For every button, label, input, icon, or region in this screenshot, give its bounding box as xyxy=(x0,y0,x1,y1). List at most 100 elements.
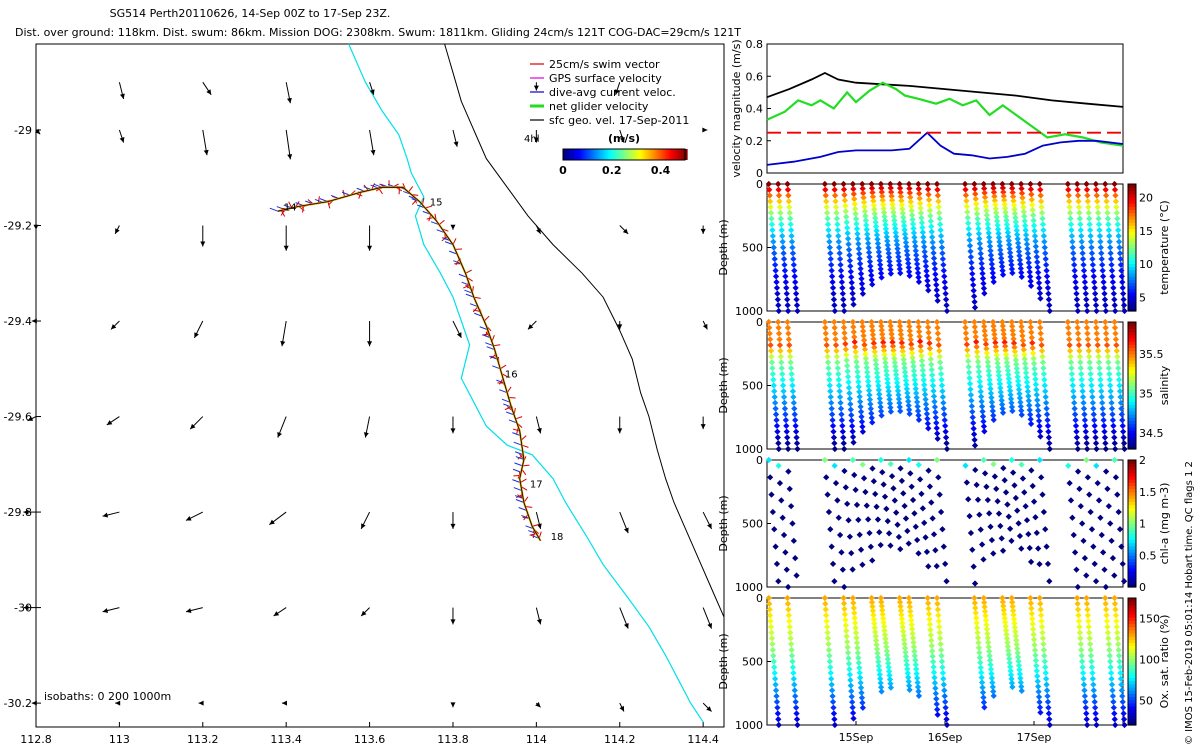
profile-point xyxy=(1111,710,1118,717)
profile-point xyxy=(1043,411,1051,418)
profile-point xyxy=(1111,572,1118,579)
current-arrow xyxy=(369,82,375,95)
profile-point xyxy=(1043,273,1051,280)
profile-point xyxy=(915,185,922,192)
profile-point xyxy=(942,422,949,430)
profile-point xyxy=(897,269,904,277)
profile-point xyxy=(875,382,882,389)
profile-point xyxy=(1091,698,1098,706)
profile-point xyxy=(972,190,979,198)
profile-point xyxy=(865,387,873,394)
profile-point xyxy=(1120,302,1128,309)
profile-point xyxy=(1088,526,1096,533)
profile-colorbar-cell xyxy=(1128,414,1136,418)
profile-point xyxy=(942,698,949,706)
profile-point xyxy=(1001,611,1008,618)
profile-point xyxy=(1106,238,1113,245)
profile-point xyxy=(1115,370,1122,378)
profile-point xyxy=(915,461,922,468)
profile-point xyxy=(839,422,846,430)
profile-colorbar-cell xyxy=(1128,388,1136,393)
profile-point xyxy=(1018,461,1025,468)
profile-point xyxy=(1043,399,1050,406)
profile-point xyxy=(985,639,992,646)
profile-point xyxy=(778,365,785,372)
profile-point xyxy=(1042,669,1049,677)
profile-point xyxy=(1005,647,1012,654)
profile-points xyxy=(765,594,1128,729)
profile-point xyxy=(981,608,989,615)
profile-point xyxy=(857,265,864,272)
profile-point xyxy=(830,434,838,441)
map-ytick-label: -30 xyxy=(14,602,32,615)
profile-point xyxy=(990,461,997,468)
profile-point xyxy=(878,603,885,610)
profile-point xyxy=(1119,693,1126,700)
profile-point xyxy=(1104,629,1112,636)
legend-label: sfc geo. vel. 17-Sep-2011 xyxy=(549,114,689,127)
profile-point xyxy=(1089,675,1096,682)
profile-point xyxy=(1076,347,1083,354)
profile-point xyxy=(1107,664,1114,671)
profile-point xyxy=(1084,307,1091,315)
profile-point xyxy=(999,409,1007,416)
profile-point xyxy=(926,621,934,628)
profile-point xyxy=(1007,525,1014,532)
profile-point xyxy=(905,678,912,685)
current-arrow xyxy=(533,129,539,143)
profile-point xyxy=(790,675,797,682)
profile-point xyxy=(1095,221,1103,228)
profile-colorbar-cell xyxy=(1128,626,1136,631)
profile-point xyxy=(1031,232,1039,240)
profile-point xyxy=(997,389,1004,396)
profile-point xyxy=(885,660,892,667)
profile-colorbar-cell xyxy=(1128,577,1136,582)
profile-point xyxy=(1096,227,1103,234)
profile-point xyxy=(1085,623,1092,630)
profile-point xyxy=(859,704,866,711)
current-vector xyxy=(515,499,525,503)
profile-point xyxy=(1078,370,1085,378)
profile-point xyxy=(775,302,782,309)
profile-point xyxy=(877,399,884,406)
profile-point xyxy=(969,408,976,415)
profile-point xyxy=(925,605,932,612)
profile-point xyxy=(780,382,787,389)
map-colorbar-cell xyxy=(638,149,641,160)
profile-point xyxy=(1023,241,1031,248)
profile-point xyxy=(917,343,924,350)
profile-point xyxy=(1120,704,1127,711)
profile-point xyxy=(1092,296,1099,303)
profile-point xyxy=(849,318,856,326)
profile-point xyxy=(1038,347,1046,354)
profile-point xyxy=(887,680,894,687)
profile-point xyxy=(882,635,889,642)
profile-point xyxy=(787,359,794,366)
profile-point xyxy=(978,260,985,267)
profile-point xyxy=(854,235,861,242)
map-title-line-2: Dist. over ground: 118km. Dist. swum: 86… xyxy=(15,26,741,39)
profile-point xyxy=(775,180,782,188)
profile-point xyxy=(1025,530,1032,538)
profile-point xyxy=(1076,485,1083,492)
profile-point xyxy=(855,240,862,247)
swim-vector xyxy=(426,217,434,220)
profile-point xyxy=(1027,416,1034,423)
profile-colorbar-cell xyxy=(1128,463,1136,467)
profile-point xyxy=(926,202,933,209)
profile-colorbar-cell xyxy=(1128,356,1136,361)
profile-point xyxy=(829,698,837,706)
profile-colorbar-cell xyxy=(1128,269,1136,274)
current-arrow xyxy=(363,416,371,438)
profile-point xyxy=(943,716,950,723)
profile-point xyxy=(962,192,970,199)
profile-point xyxy=(1065,186,1072,193)
profile-point xyxy=(916,195,923,202)
profile-point xyxy=(872,490,879,498)
map-colorbar-cell xyxy=(573,149,576,160)
profile-point xyxy=(841,197,849,204)
profile-point xyxy=(1115,508,1122,516)
profile-point xyxy=(831,578,838,585)
current-arrow xyxy=(702,127,708,133)
profile-point xyxy=(1087,227,1094,234)
